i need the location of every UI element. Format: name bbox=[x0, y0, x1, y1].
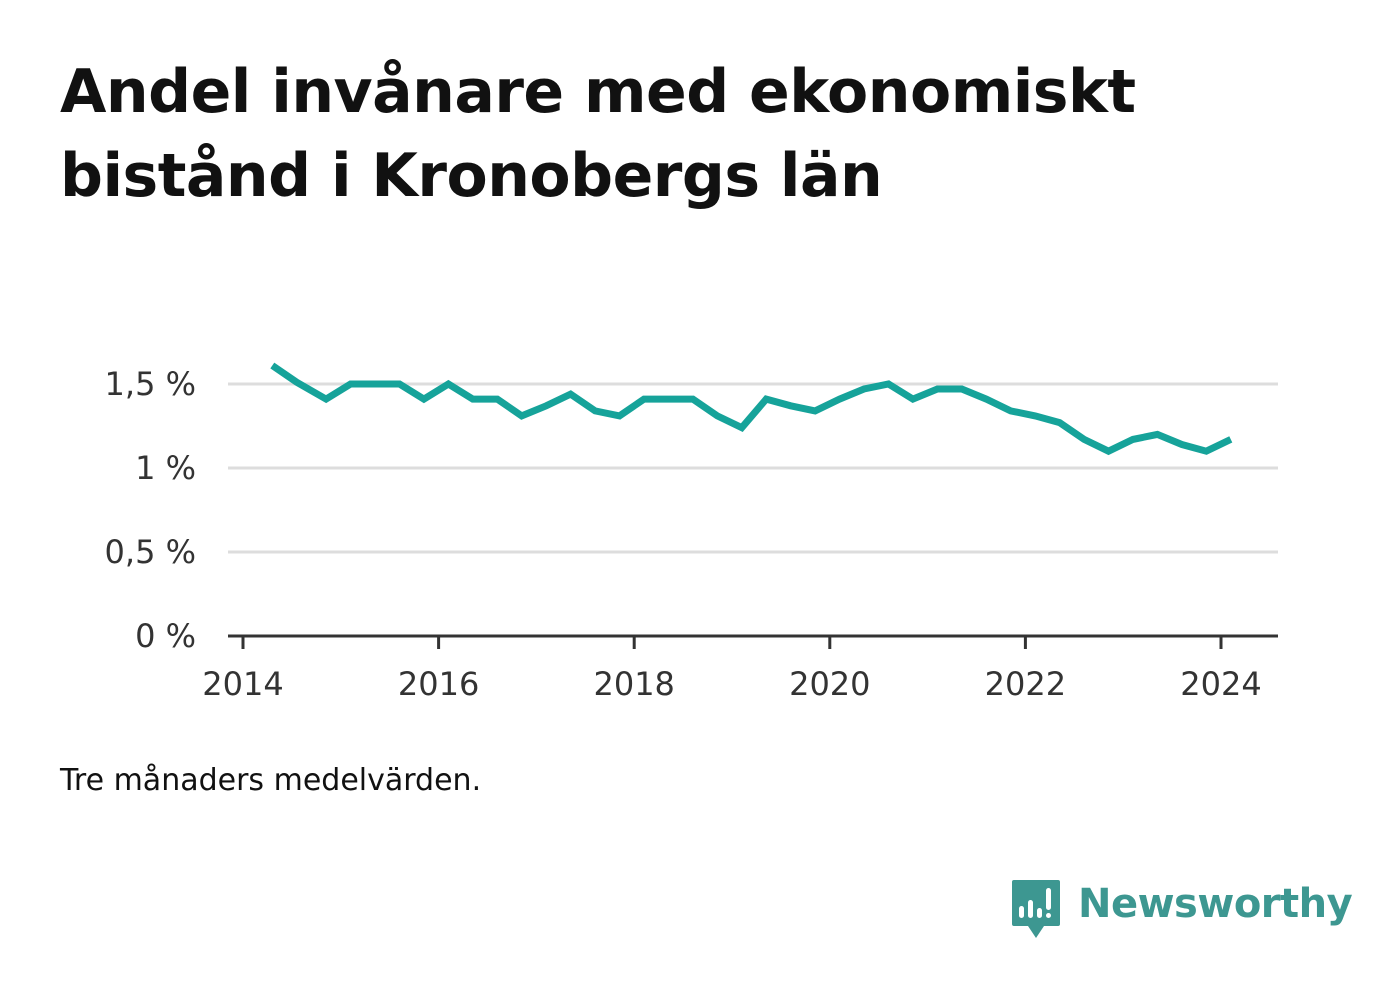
y-tick-label: 1 % bbox=[135, 449, 196, 487]
x-tick-label: 2020 bbox=[789, 665, 870, 703]
x-axis: 2014 2016 2018 2020 2022 2024 bbox=[202, 634, 1278, 703]
chart-title: Andel invånare med ekonomiskt bistånd i … bbox=[60, 57, 1136, 211]
y-tick-label: 0 % bbox=[135, 617, 196, 655]
x-tick-label: 2022 bbox=[985, 665, 1066, 703]
y-tick-label: 1,5 % bbox=[105, 365, 196, 403]
x-tick-label: 2018 bbox=[593, 665, 674, 703]
data-series bbox=[270, 362, 1233, 456]
x-tick-label: 2024 bbox=[1180, 665, 1261, 703]
y-axis: 0 % 0,5 % 1 % 1,5 % bbox=[105, 365, 196, 655]
x-tick-label: 2014 bbox=[202, 665, 283, 703]
bar-chart-speech-bubble-icon bbox=[1012, 880, 1060, 938]
x-tick-label: 2016 bbox=[398, 665, 479, 703]
y-tick-label: 0,5 % bbox=[105, 533, 196, 571]
chart-note: Tre månaders medelvärden. bbox=[60, 763, 482, 798]
brand-name: Newsworthy bbox=[1078, 881, 1353, 927]
newsworthy-logo: Newsworthy bbox=[1010, 878, 1353, 942]
series-line bbox=[270, 362, 1233, 456]
